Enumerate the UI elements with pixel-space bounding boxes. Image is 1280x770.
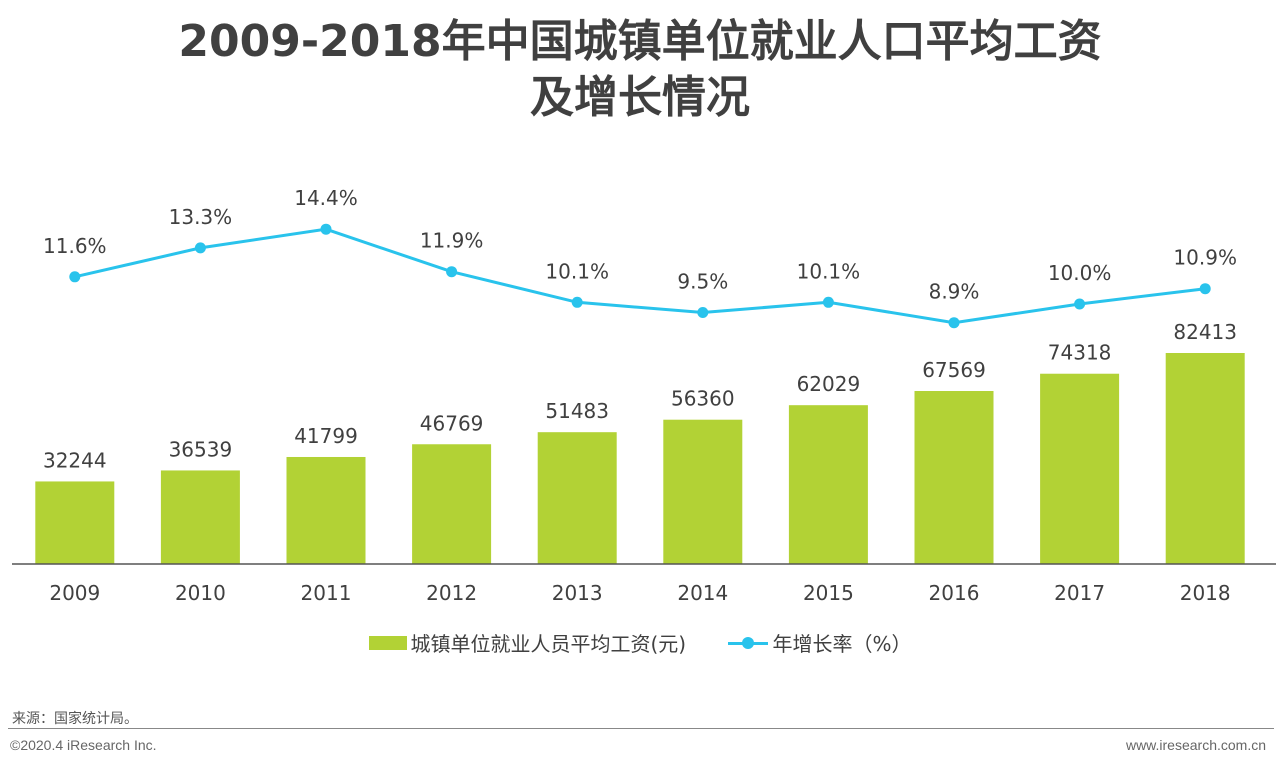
growth-label-2014: 9.5% xyxy=(677,270,728,294)
legend-item-wage: 城镇单位就业人员平均工资(元) xyxy=(368,628,687,657)
x-tick-label-2013: 2013 xyxy=(552,581,603,605)
bar-label-2012: 46769 xyxy=(420,411,484,435)
legend: 城镇单位就业人员平均工资(元) 年增长率（%） xyxy=(0,628,1280,657)
bar-2015 xyxy=(788,405,868,564)
bar-label-2015: 62029 xyxy=(797,372,861,396)
growth-point-2010 xyxy=(194,242,206,254)
bar-label-2016: 67569 xyxy=(922,358,986,382)
bar-label-2010: 36539 xyxy=(169,437,233,461)
x-tick-label-2017: 2017 xyxy=(1054,581,1105,605)
source-note: 来源：国家统计局。 xyxy=(12,711,138,727)
bar-label-2013: 51483 xyxy=(545,399,609,423)
bar-label-2011: 41799 xyxy=(294,424,358,448)
bar-2014 xyxy=(663,419,743,564)
x-tick-label-2011: 2011 xyxy=(301,581,352,605)
chart-title-line1: 2009-2018年中国城镇单位就业人口平均工资 xyxy=(178,16,1102,67)
growth-label-2011: 14.4% xyxy=(294,186,358,210)
growth-point-2016 xyxy=(948,317,960,329)
growth-point-2017 xyxy=(1074,298,1086,310)
growth-label-2012: 11.9% xyxy=(420,229,484,253)
chart-plot: 32244 36539 41799 46769 51483 56360 62029 67569… xyxy=(12,186,1276,605)
chart-title: 2009-2018年中国城镇单位就业人口平均工资 及增长情况 xyxy=(0,14,1280,126)
bar-label-2017: 74318 xyxy=(1048,341,1112,365)
legend-line-swatch xyxy=(728,636,769,650)
growth-point-2012 xyxy=(446,266,458,278)
bar-2012 xyxy=(412,444,492,564)
growth-label-2009: 11.6% xyxy=(43,234,107,258)
growth-label-2017: 10.0% xyxy=(1048,261,1112,285)
x-tick-label-2012: 2012 xyxy=(426,581,477,605)
x-tick-label-2018: 2018 xyxy=(1180,581,1231,605)
website-link[interactable]: www.iresearch.com.cn xyxy=(1125,737,1266,753)
growth-point-2014 xyxy=(697,307,709,318)
growth-label-2010: 13.3% xyxy=(169,205,233,229)
copyright-text: ©2020.4 iResearch Inc. xyxy=(10,737,157,753)
growth-label-2018: 10.9% xyxy=(1173,246,1237,270)
growth-point-2009 xyxy=(69,271,81,283)
legend-label-growth: 年增长率（%） xyxy=(772,632,912,656)
x-tick-label-2009: 2009 xyxy=(49,581,100,605)
x-tick-label-2014: 2014 xyxy=(677,581,728,605)
bar-2018 xyxy=(1165,353,1245,564)
growth-label-2016: 8.9% xyxy=(929,280,980,304)
bar-2013 xyxy=(537,432,617,564)
bar-2011 xyxy=(286,456,366,564)
bar-2016 xyxy=(914,391,994,564)
growth-line xyxy=(74,227,1206,325)
x-tick-label-2016: 2016 xyxy=(929,581,980,605)
bar-2009 xyxy=(35,481,115,564)
legend-bar-swatch xyxy=(368,635,407,650)
growth-label-2015: 10.1% xyxy=(797,259,861,283)
growth-label-2013: 10.1% xyxy=(545,259,609,283)
bar-label-2014: 56360 xyxy=(671,387,735,411)
x-tick-label-2015: 2015 xyxy=(803,581,854,605)
growth-point-2013 xyxy=(571,296,583,308)
growth-point-2015 xyxy=(822,296,834,308)
bar-label-2009: 32244 xyxy=(43,448,107,472)
footer-divider xyxy=(8,728,1274,729)
growth-point-2011 xyxy=(320,223,332,235)
bar-label-2018: 82413 xyxy=(1173,320,1237,344)
chart-title-line2: 及增长情况 xyxy=(530,72,750,123)
legend-label-wage: 城镇单位就业人员平均工资(元) xyxy=(410,632,687,656)
growth-point-2018 xyxy=(1199,283,1211,295)
x-tick-label-2010: 2010 xyxy=(175,581,226,605)
legend-item-growth: 年增长率（%） xyxy=(728,628,911,657)
bar-2010 xyxy=(160,470,240,564)
bar-2017 xyxy=(1040,373,1120,564)
